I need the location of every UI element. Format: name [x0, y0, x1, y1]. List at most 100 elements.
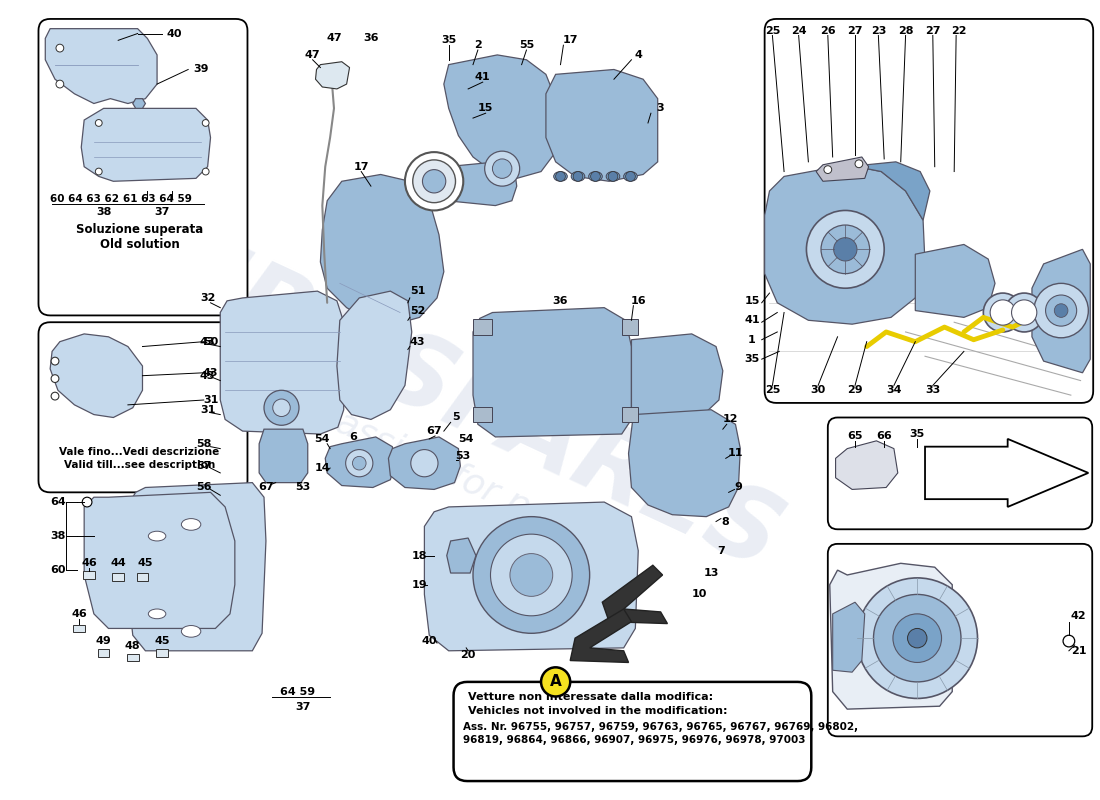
Text: 36: 36	[552, 296, 569, 306]
Text: 54: 54	[459, 434, 474, 444]
Text: 38: 38	[51, 531, 66, 541]
Text: 28: 28	[898, 26, 913, 36]
Text: 38: 38	[96, 207, 111, 218]
Polygon shape	[98, 649, 109, 657]
Circle shape	[1063, 635, 1075, 647]
Text: 10: 10	[692, 590, 707, 599]
FancyBboxPatch shape	[39, 19, 248, 315]
Text: Vetture non interessate dalla modifica:: Vetture non interessate dalla modifica:	[469, 693, 713, 702]
Text: 14: 14	[315, 463, 330, 473]
Polygon shape	[473, 319, 493, 335]
Text: 30: 30	[811, 386, 826, 395]
Text: 18: 18	[411, 550, 427, 561]
Circle shape	[1012, 300, 1037, 325]
Text: 44: 44	[110, 558, 126, 568]
Text: 5: 5	[453, 413, 460, 422]
Polygon shape	[45, 29, 157, 103]
Circle shape	[202, 168, 209, 175]
Polygon shape	[447, 538, 476, 573]
Text: 22: 22	[952, 26, 967, 36]
Ellipse shape	[606, 171, 619, 182]
Text: 47: 47	[305, 50, 320, 60]
Ellipse shape	[148, 609, 166, 618]
Text: 19: 19	[411, 580, 427, 590]
Text: 67: 67	[427, 426, 442, 436]
Circle shape	[873, 594, 961, 682]
Text: 45: 45	[138, 558, 153, 568]
Polygon shape	[425, 502, 638, 650]
Text: Soluzione superata: Soluzione superata	[76, 223, 204, 236]
Circle shape	[96, 119, 102, 126]
Text: 43: 43	[200, 370, 216, 381]
Circle shape	[510, 554, 552, 596]
Polygon shape	[156, 649, 168, 657]
Text: 41: 41	[475, 72, 491, 82]
Text: 41: 41	[745, 315, 760, 326]
Text: 12: 12	[723, 414, 738, 425]
Polygon shape	[326, 437, 395, 487]
Ellipse shape	[182, 626, 201, 637]
Text: 50: 50	[202, 337, 218, 346]
Text: 37: 37	[295, 702, 310, 712]
Polygon shape	[220, 291, 343, 434]
Text: Vale fino...Vedi descrizione: Vale fino...Vedi descrizione	[59, 446, 220, 457]
Text: 55: 55	[519, 40, 535, 50]
Circle shape	[345, 450, 373, 477]
Text: Old solution: Old solution	[100, 238, 179, 251]
Text: 35: 35	[745, 354, 760, 364]
Polygon shape	[337, 291, 411, 419]
Circle shape	[556, 171, 565, 182]
Text: 53: 53	[455, 451, 471, 462]
Text: 46: 46	[72, 609, 87, 619]
Polygon shape	[829, 563, 953, 709]
Text: 51: 51	[410, 286, 426, 296]
Polygon shape	[84, 571, 95, 579]
Circle shape	[893, 614, 942, 662]
Polygon shape	[473, 407, 493, 422]
Text: 26: 26	[820, 26, 836, 36]
Text: 42: 42	[1070, 611, 1087, 621]
Text: 37: 37	[154, 207, 169, 218]
Circle shape	[96, 168, 102, 175]
Circle shape	[202, 119, 209, 126]
Polygon shape	[51, 334, 143, 418]
Polygon shape	[443, 55, 556, 178]
Circle shape	[493, 159, 512, 178]
Text: 21: 21	[1071, 646, 1087, 656]
Text: 54: 54	[315, 434, 330, 444]
Text: 65: 65	[847, 431, 862, 441]
Polygon shape	[260, 429, 308, 482]
Text: 43: 43	[410, 337, 426, 346]
Text: Vehicles not involved in the modification:: Vehicles not involved in the modificatio…	[469, 706, 727, 716]
Text: 31: 31	[202, 395, 218, 405]
Circle shape	[273, 399, 290, 417]
Text: 48: 48	[125, 641, 141, 651]
Polygon shape	[833, 602, 865, 672]
Text: 25: 25	[764, 386, 780, 395]
Polygon shape	[621, 407, 638, 422]
Text: 46: 46	[81, 558, 97, 568]
Text: 8: 8	[722, 517, 729, 526]
Ellipse shape	[182, 518, 201, 530]
Text: 96819, 96864, 96866, 96907, 96975, 96976, 96978, 97003: 96819, 96864, 96866, 96907, 96975, 96976…	[463, 735, 806, 746]
Circle shape	[56, 80, 64, 88]
Text: 49: 49	[96, 636, 111, 646]
Text: 43: 43	[200, 337, 216, 346]
Text: 15: 15	[745, 296, 760, 306]
Text: 53: 53	[295, 482, 310, 493]
Circle shape	[485, 151, 519, 186]
Circle shape	[1034, 283, 1088, 338]
Text: 4: 4	[635, 50, 642, 60]
Circle shape	[626, 171, 636, 182]
Polygon shape	[836, 441, 898, 490]
Text: 6: 6	[350, 432, 358, 442]
Polygon shape	[126, 654, 139, 662]
Text: 27: 27	[847, 26, 862, 36]
Circle shape	[51, 374, 59, 382]
Ellipse shape	[571, 171, 585, 182]
Text: 24: 24	[791, 26, 806, 36]
Text: 15: 15	[478, 103, 493, 114]
Circle shape	[573, 171, 583, 182]
Circle shape	[857, 578, 978, 698]
Polygon shape	[570, 609, 631, 662]
